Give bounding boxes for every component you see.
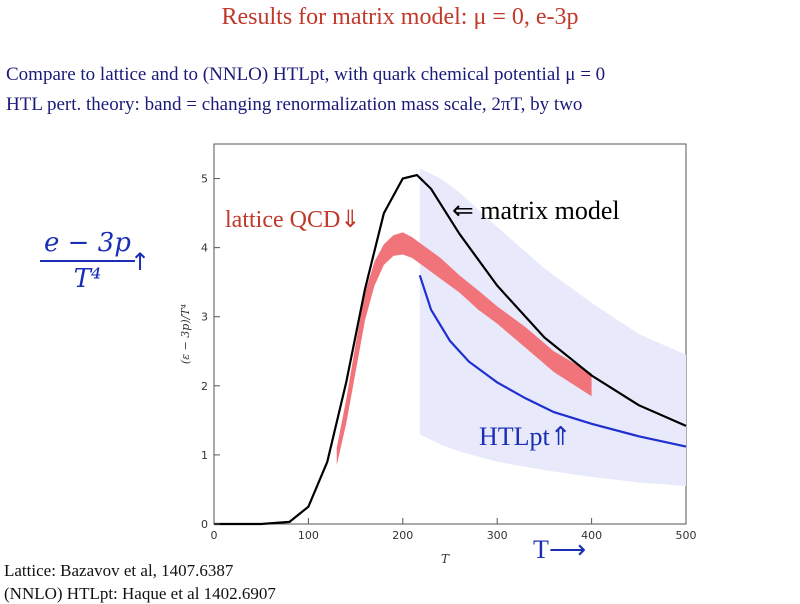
y-tick-label: 3 [201, 311, 208, 324]
y-tick-label: 1 [201, 449, 208, 462]
y-up-arrow: ↑ [130, 248, 151, 276]
annotation-t-arrow: T⟶ [533, 535, 586, 564]
matrix-model-line [214, 173, 687, 526]
y-label-numerator: e − 3p [44, 228, 131, 258]
description-line-1: Compare to lattice and to (NNLO) HTLpt, … [6, 64, 606, 85]
htlpt-band [419, 168, 686, 486]
x-tick-label: 500 [676, 529, 697, 542]
y-tick-label: 4 [201, 242, 208, 255]
x-axis-label: T [441, 552, 450, 566]
y-tick-label: 5 [201, 173, 208, 186]
y-axis-label: (ε − 3p)/T⁴ [179, 304, 192, 364]
reference-lattice: Lattice: Bazavov et al, 1407.6387 [4, 561, 234, 580]
slide-title: Results for matrix model: μ = 0, e-3p [221, 4, 579, 30]
htlpt-line [418, 274, 687, 448]
x-tick-label: 100 [298, 529, 319, 542]
y-tick-label: 2 [201, 380, 208, 393]
y-tick-label: 0 [201, 518, 208, 531]
y-axis-big-label: e − 3p T⁴ [40, 228, 135, 294]
annotation-matrix-model: ⇐ matrix model [452, 196, 620, 225]
annotation-lattice-qcd: lattice QCD⇓ [225, 207, 360, 233]
reference-htlpt: (NNLO) HTLpt: Haque et al 1402.6907 [4, 584, 276, 603]
x-tick-label: 0 [211, 529, 218, 542]
x-tick-label: 200 [392, 529, 413, 542]
y-label-denominator: T⁴ [73, 264, 102, 294]
lattice-band [336, 232, 592, 466]
x-tick-label: 400 [581, 529, 602, 542]
description-line-2: HTL pert. theory: band = changing renorm… [6, 94, 583, 115]
annotation-htlpt: HTLpt⇑ [479, 422, 572, 451]
x-tick-label: 300 [487, 529, 508, 542]
